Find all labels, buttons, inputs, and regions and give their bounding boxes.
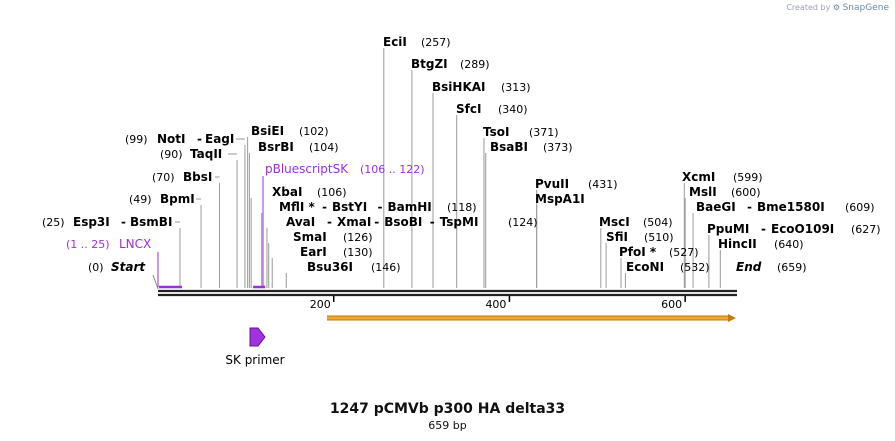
site-xcmi-name: XcmI <box>682 170 715 184</box>
site-mfli-name: MflI * <box>279 200 315 214</box>
start-label: Start <box>111 260 146 274</box>
credit-prefix: Created by <box>786 3 831 12</box>
site-sfci-position: (340) <box>498 103 528 116</box>
site-msci-name: MscI <box>599 215 630 229</box>
site-eari-name: EarI <box>300 245 327 259</box>
site-bsihkai-name: BsiHKAI <box>432 80 486 94</box>
site-xbai-name: XbaI <box>272 185 302 199</box>
site-esp3i-dash: - <box>121 215 126 229</box>
site-taqii-position: (90) <box>160 148 183 161</box>
site-noti-isoschizomer-0: EagI <box>205 132 234 146</box>
site-bsrbi-name: BsrBI <box>258 140 294 154</box>
site-smai-position: (126) <box>343 231 373 244</box>
site-hincii-position: (640) <box>774 238 804 251</box>
end-label: End <box>736 260 762 274</box>
site-esp3i-position: (25) <box>42 216 65 229</box>
site-pvuii-position: (431) <box>588 178 618 191</box>
site-mfli-sep-0: - <box>378 200 383 214</box>
site-bbsi-position: (70) <box>152 171 175 184</box>
site-tsoi-position: (371) <box>529 126 559 139</box>
site-noti-position: (99) <box>125 133 148 146</box>
feature-lncx-range: (1 .. 25) <box>66 238 110 251</box>
site-bsihkai-position: (313) <box>501 81 531 94</box>
site-bsabi-position: (373) <box>543 141 573 154</box>
start-position: (0) <box>88 261 104 274</box>
site-bsiei-position: (102) <box>299 125 329 138</box>
site-pfoi-name: PfoI * <box>619 245 657 259</box>
site-avai-sep-1: - <box>430 215 435 229</box>
feature-lncx-name: LNCX <box>119 237 151 251</box>
site-avai-name: AvaI <box>286 215 315 229</box>
snapgene-credit: Created by ⚙ SnapGene <box>786 3 889 13</box>
site-noti-name: NotI <box>157 132 186 146</box>
site-avai-dash: - <box>327 215 332 229</box>
site-sfii-position: (510) <box>644 231 674 244</box>
site-ppumi-position: (627) <box>851 223 881 236</box>
site-baegi-name: BaeGI <box>696 200 736 214</box>
site-bsu36i-position: (146) <box>371 261 401 274</box>
end-position: (659) <box>777 261 807 274</box>
site-bpmi-position: (49) <box>129 193 152 206</box>
site-mfli-dash: - <box>322 200 327 214</box>
site-bsiei-name: BsiEI <box>251 124 284 138</box>
site-msci-position: (504) <box>643 216 673 229</box>
site-noti-dash: - <box>197 132 202 146</box>
site-avai-position: (124) <box>508 216 538 229</box>
site-bbsi-name: BbsI <box>183 170 212 184</box>
site-pfoi-position: (527) <box>669 246 699 259</box>
site-avai-isoschizomer-1: BsoBI <box>384 215 422 229</box>
site-msli-name: MslI <box>689 185 717 199</box>
snapgene-logo-icon: ⚙ <box>832 3 841 12</box>
site-bsu36i-name: Bsu36I <box>307 260 353 274</box>
site-eari-position: (130) <box>343 246 373 259</box>
site-tsoi-name: TsoI <box>483 125 509 139</box>
map-title: 1247 pCMVb p300 HA delta33 <box>329 401 566 417</box>
site-taqii-name: TaqII <box>190 147 222 161</box>
tick-label-2: 600 <box>661 298 682 311</box>
site-baegi-position: (609) <box>845 201 875 214</box>
feature-pbluescript-name: pBluescriptSK <box>265 162 349 176</box>
site-sfci-name: SfcI <box>456 102 481 116</box>
site-mfli-isoschizomer-1: BamHI <box>388 200 432 214</box>
site-pvuii-name: PvuII <box>535 177 569 191</box>
feature-pbluescript-range: (106 .. 122) <box>360 163 425 176</box>
site-smai-name: SmaI <box>293 230 327 244</box>
site-ppumi-dash: - <box>761 222 766 236</box>
site-sfii-name: SfiI <box>606 230 628 244</box>
site-xcmi-position: (599) <box>733 171 763 184</box>
site-ecii-name: EciI <box>383 35 407 49</box>
site-msli-position: (600) <box>731 186 761 199</box>
sk-primer-label: SK primer <box>225 353 284 367</box>
credit-brand: SnapGene <box>842 3 889 13</box>
site-btgzi-position: (289) <box>460 58 490 71</box>
site-esp3i-name: Esp3I <box>73 215 110 229</box>
site-avai-isoschizomer-2: TspMI <box>440 215 479 229</box>
site-ppumi-name: PpuMI <box>707 222 749 236</box>
tick-label-0: 200 <box>310 298 331 311</box>
orf-arrow-head <box>728 314 736 322</box>
map-length: 659 bp <box>428 419 467 432</box>
tick-label-1: 400 <box>485 298 506 311</box>
site-mspa1i-name: MspA1I <box>535 192 585 206</box>
start-leader <box>152 274 159 290</box>
site-mfli-isoschizomer-0: BstYI <box>332 200 367 214</box>
site-baegi-isoschizomer-0: Bme1580I <box>757 200 825 214</box>
site-btgzi-name: BtgZI <box>411 57 448 71</box>
site-bsrbi-position: (104) <box>309 141 339 154</box>
site-avai-isoschizomer-0: XmaI <box>337 215 371 229</box>
site-baegi-dash: - <box>747 200 752 214</box>
site-esp3i-isoschizomer-0: BsmBI <box>130 215 172 229</box>
site-bpmi-name: BpmI <box>160 192 195 206</box>
site-ecii-position: (257) <box>421 36 451 49</box>
site-econi-name: EcoNI <box>626 260 664 274</box>
site-ppumi-isoschizomer-0: EcoO109I <box>771 222 834 236</box>
sk-primer-arrow-icon <box>249 327 266 347</box>
site-xbai-position: (106) <box>317 186 347 199</box>
site-avai-sep-0: - <box>374 215 379 229</box>
site-econi-position: (532) <box>680 261 710 274</box>
site-hincii-name: HincII <box>718 237 757 251</box>
site-bsabi-name: BsaBI <box>490 140 528 154</box>
site-mfli-position: (118) <box>447 201 477 214</box>
